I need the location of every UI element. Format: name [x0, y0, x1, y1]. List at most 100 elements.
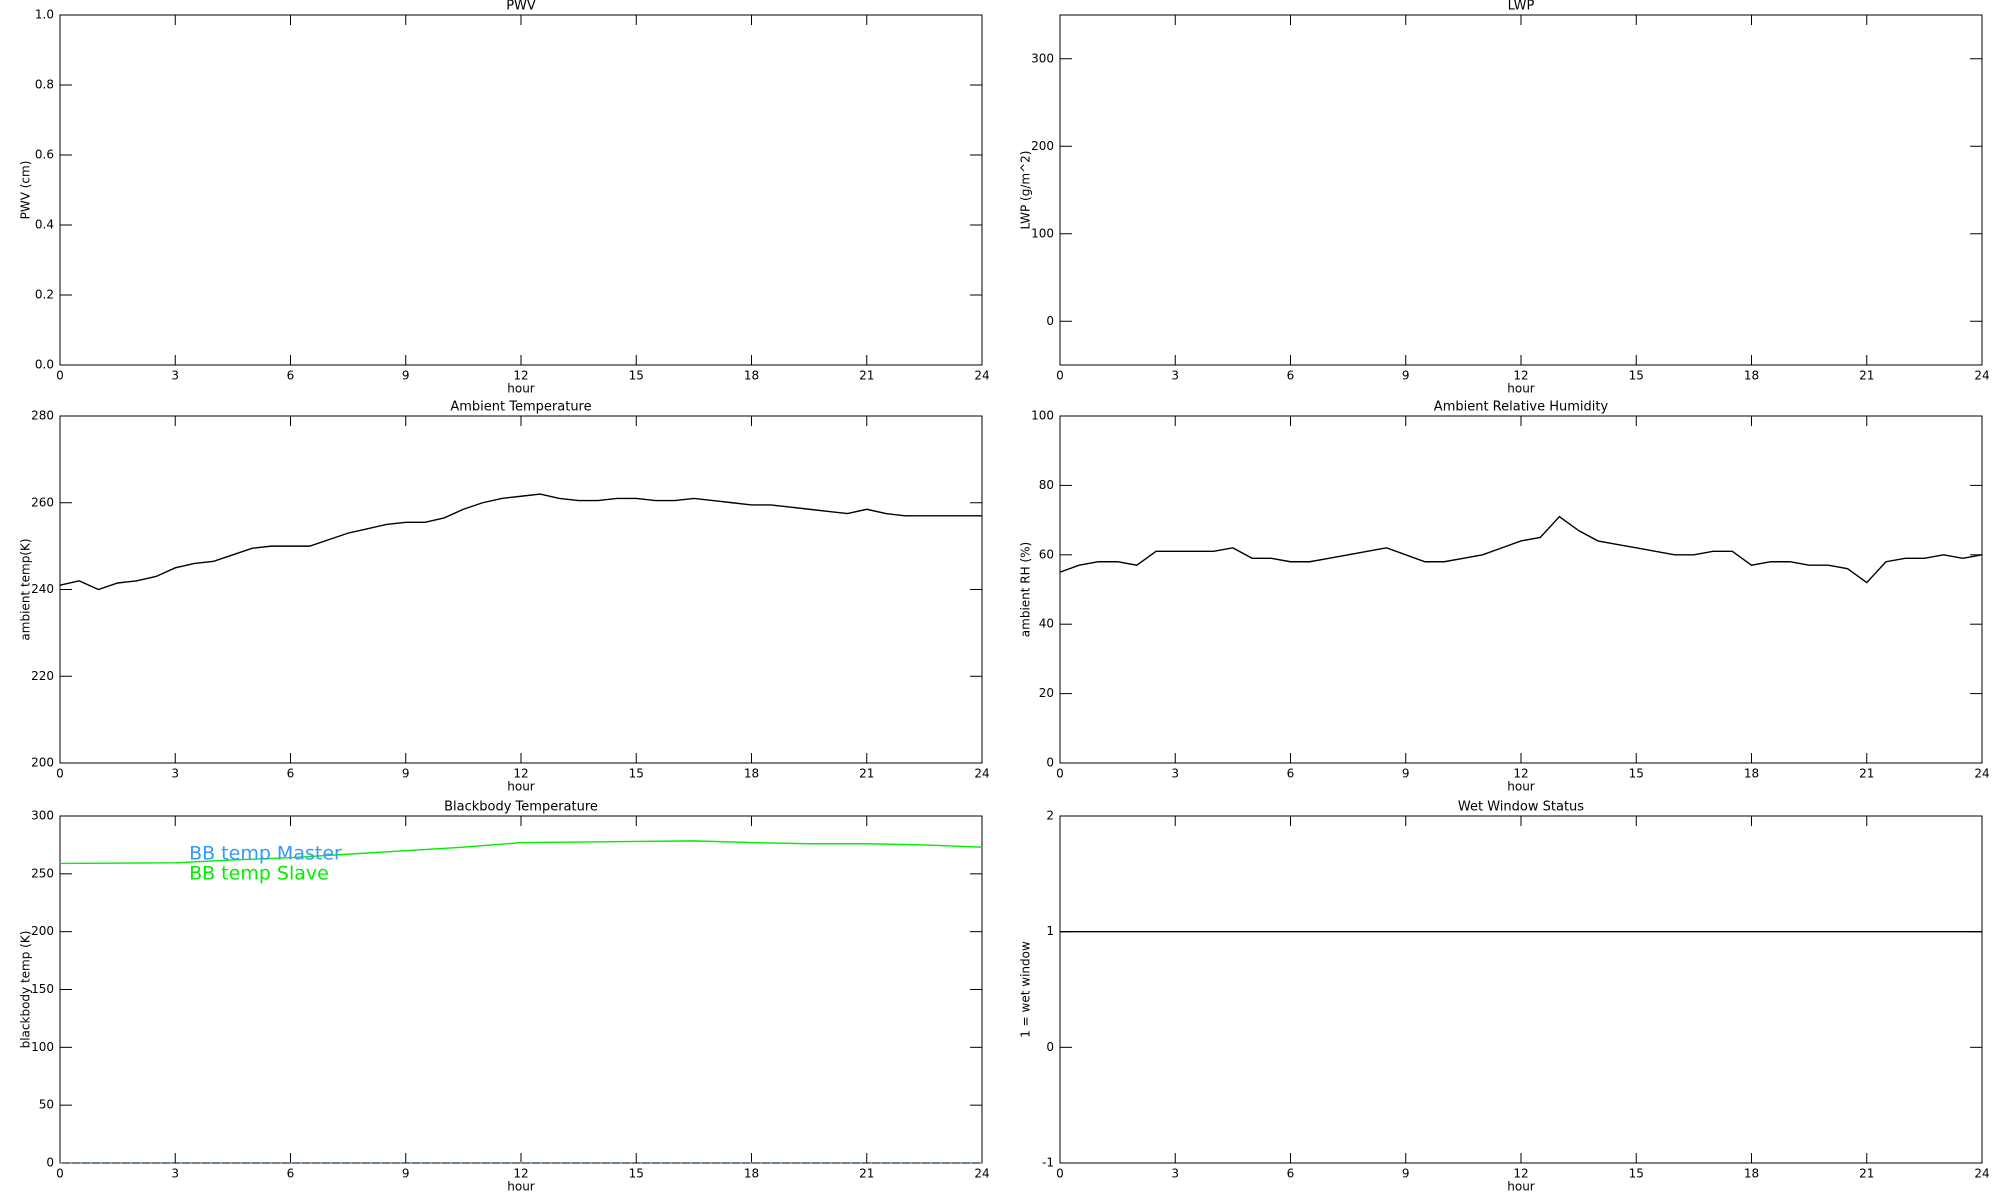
y-tick-label: 0.6 — [35, 148, 54, 162]
legend-entry: BB temp Slave — [189, 863, 329, 885]
y-tick-label: 200 — [31, 756, 54, 770]
x-tick-label: 24 — [1974, 369, 1989, 383]
x-tick-label: 18 — [744, 369, 759, 383]
x-tick-label: 12 — [1513, 767, 1528, 781]
x-tick-label: 24 — [974, 1167, 989, 1181]
x-tick-label: 0 — [1056, 767, 1064, 781]
x-tick-label: 18 — [1744, 767, 1759, 781]
plot-frame — [1059, 14, 1983, 366]
y-tick-label: 300 — [31, 809, 54, 823]
plot-frame — [1059, 415, 1983, 764]
y-tick-label: 260 — [31, 495, 54, 509]
plot-frame — [59, 415, 983, 764]
y-axis-label: 1 = wet window — [1019, 941, 1033, 1038]
y-axis-label: PWV (cm) — [19, 161, 33, 220]
x-tick-label: 3 — [171, 1167, 179, 1181]
x-tick-label: 21 — [1859, 369, 1874, 383]
chart-title: Ambient Temperature — [450, 400, 591, 415]
x-tick-label: 6 — [1287, 767, 1295, 781]
chart-title: Blackbody Temperature — [444, 800, 598, 815]
y-axis-label: ambient RH (%) — [1019, 542, 1033, 637]
y-tick-label: 1 — [1046, 924, 1054, 938]
y-tick-label: 0.8 — [35, 78, 54, 92]
y-tick-label: 220 — [31, 669, 54, 683]
x-tick-label: 6 — [1287, 1167, 1295, 1181]
y-tick-label: 40 — [1039, 617, 1054, 631]
x-tick-label: 15 — [1629, 767, 1644, 781]
y-tick-label: 280 — [31, 409, 54, 423]
chart-title: Wet Window Status — [1458, 800, 1584, 815]
x-tick-label: 21 — [859, 767, 874, 781]
chart-title: PWV — [506, 0, 536, 14]
y-tick-label: 300 — [1031, 51, 1054, 65]
y-tick-label: 20 — [1039, 686, 1054, 700]
x-tick-label: 0 — [1056, 369, 1064, 383]
y-tick-label: 100 — [1031, 409, 1054, 423]
x-tick-label: 3 — [1171, 1167, 1179, 1181]
y-tick-label: 1.0 — [35, 8, 54, 22]
y-axis-label: ambient temp(K) — [19, 538, 33, 640]
x-tick-label: 0 — [56, 767, 64, 781]
y-tick-label: 0.4 — [35, 218, 54, 232]
y-tick-label: 0 — [1046, 1040, 1054, 1054]
x-tick-label: 18 — [744, 767, 759, 781]
x-tick-label: 12 — [513, 767, 528, 781]
x-tick-label: 12 — [1513, 1167, 1528, 1181]
x-axis-label: hour — [507, 382, 535, 396]
x-axis-label: hour — [1507, 382, 1535, 396]
x-tick-label: 18 — [1744, 1167, 1759, 1181]
x-tick-label: 15 — [1629, 369, 1644, 383]
data-line — [59, 493, 982, 591]
x-axis-label: hour — [1507, 780, 1535, 794]
x-tick-label: 9 — [402, 1167, 410, 1181]
y-tick-label: 2 — [1046, 809, 1054, 823]
y-tick-label: 200 — [31, 924, 54, 938]
x-tick-label: 15 — [629, 1167, 644, 1181]
y-tick-label: 0 — [46, 1156, 54, 1170]
x-tick-label: 12 — [513, 369, 528, 383]
x-tick-label: 21 — [859, 1167, 874, 1181]
x-tick-label: 18 — [1744, 369, 1759, 383]
x-tick-label: 0 — [56, 1167, 64, 1181]
x-tick-label: 0 — [1056, 1167, 1064, 1181]
y-axis-label: LWP (g/m^2) — [1019, 151, 1033, 230]
x-tick-label: 18 — [744, 1167, 759, 1181]
data-line — [1059, 515, 1983, 584]
x-tick-label: 9 — [1402, 767, 1410, 781]
x-tick-label: 3 — [171, 767, 179, 781]
x-tick-label: 24 — [1974, 1167, 1989, 1181]
y-tick-label: -1 — [1042, 1156, 1054, 1170]
x-axis-label: hour — [507, 1180, 535, 1194]
legend-entry: BB temp Master — [189, 843, 342, 865]
y-tick-label: 80 — [1039, 478, 1054, 492]
x-tick-label: 15 — [1629, 1167, 1644, 1181]
x-tick-label: 24 — [1974, 767, 1989, 781]
y-tick-label: 200 — [1031, 139, 1054, 153]
y-tick-label: 0.0 — [35, 358, 54, 372]
x-tick-label: 9 — [402, 369, 410, 383]
y-tick-label: 240 — [31, 582, 54, 596]
y-axis-label: blackbody temp (K) — [19, 931, 33, 1049]
x-tick-label: 24 — [974, 369, 989, 383]
x-tick-label: 0 — [56, 369, 64, 383]
x-tick-label: 3 — [1171, 369, 1179, 383]
x-tick-label: 24 — [974, 767, 989, 781]
x-tick-label: 21 — [1859, 767, 1874, 781]
x-tick-label: 3 — [171, 369, 179, 383]
x-tick-label: 12 — [513, 1167, 528, 1181]
chart-title: Ambient Relative Humidity — [1434, 400, 1609, 415]
x-tick-label: 6 — [287, 767, 295, 781]
data-line — [59, 840, 983, 865]
plot-frame — [59, 14, 983, 366]
x-tick-label: 9 — [1402, 369, 1410, 383]
x-tick-label: 3 — [1171, 767, 1179, 781]
x-tick-label: 6 — [287, 1167, 295, 1181]
x-tick-label: 9 — [402, 767, 410, 781]
x-tick-label: 6 — [1287, 369, 1295, 383]
x-tick-label: 21 — [1859, 1167, 1874, 1181]
x-axis-label: hour — [507, 780, 535, 794]
x-tick-label: 12 — [1513, 369, 1528, 383]
y-tick-label: 100 — [1031, 226, 1054, 240]
y-tick-label: 150 — [31, 982, 54, 996]
